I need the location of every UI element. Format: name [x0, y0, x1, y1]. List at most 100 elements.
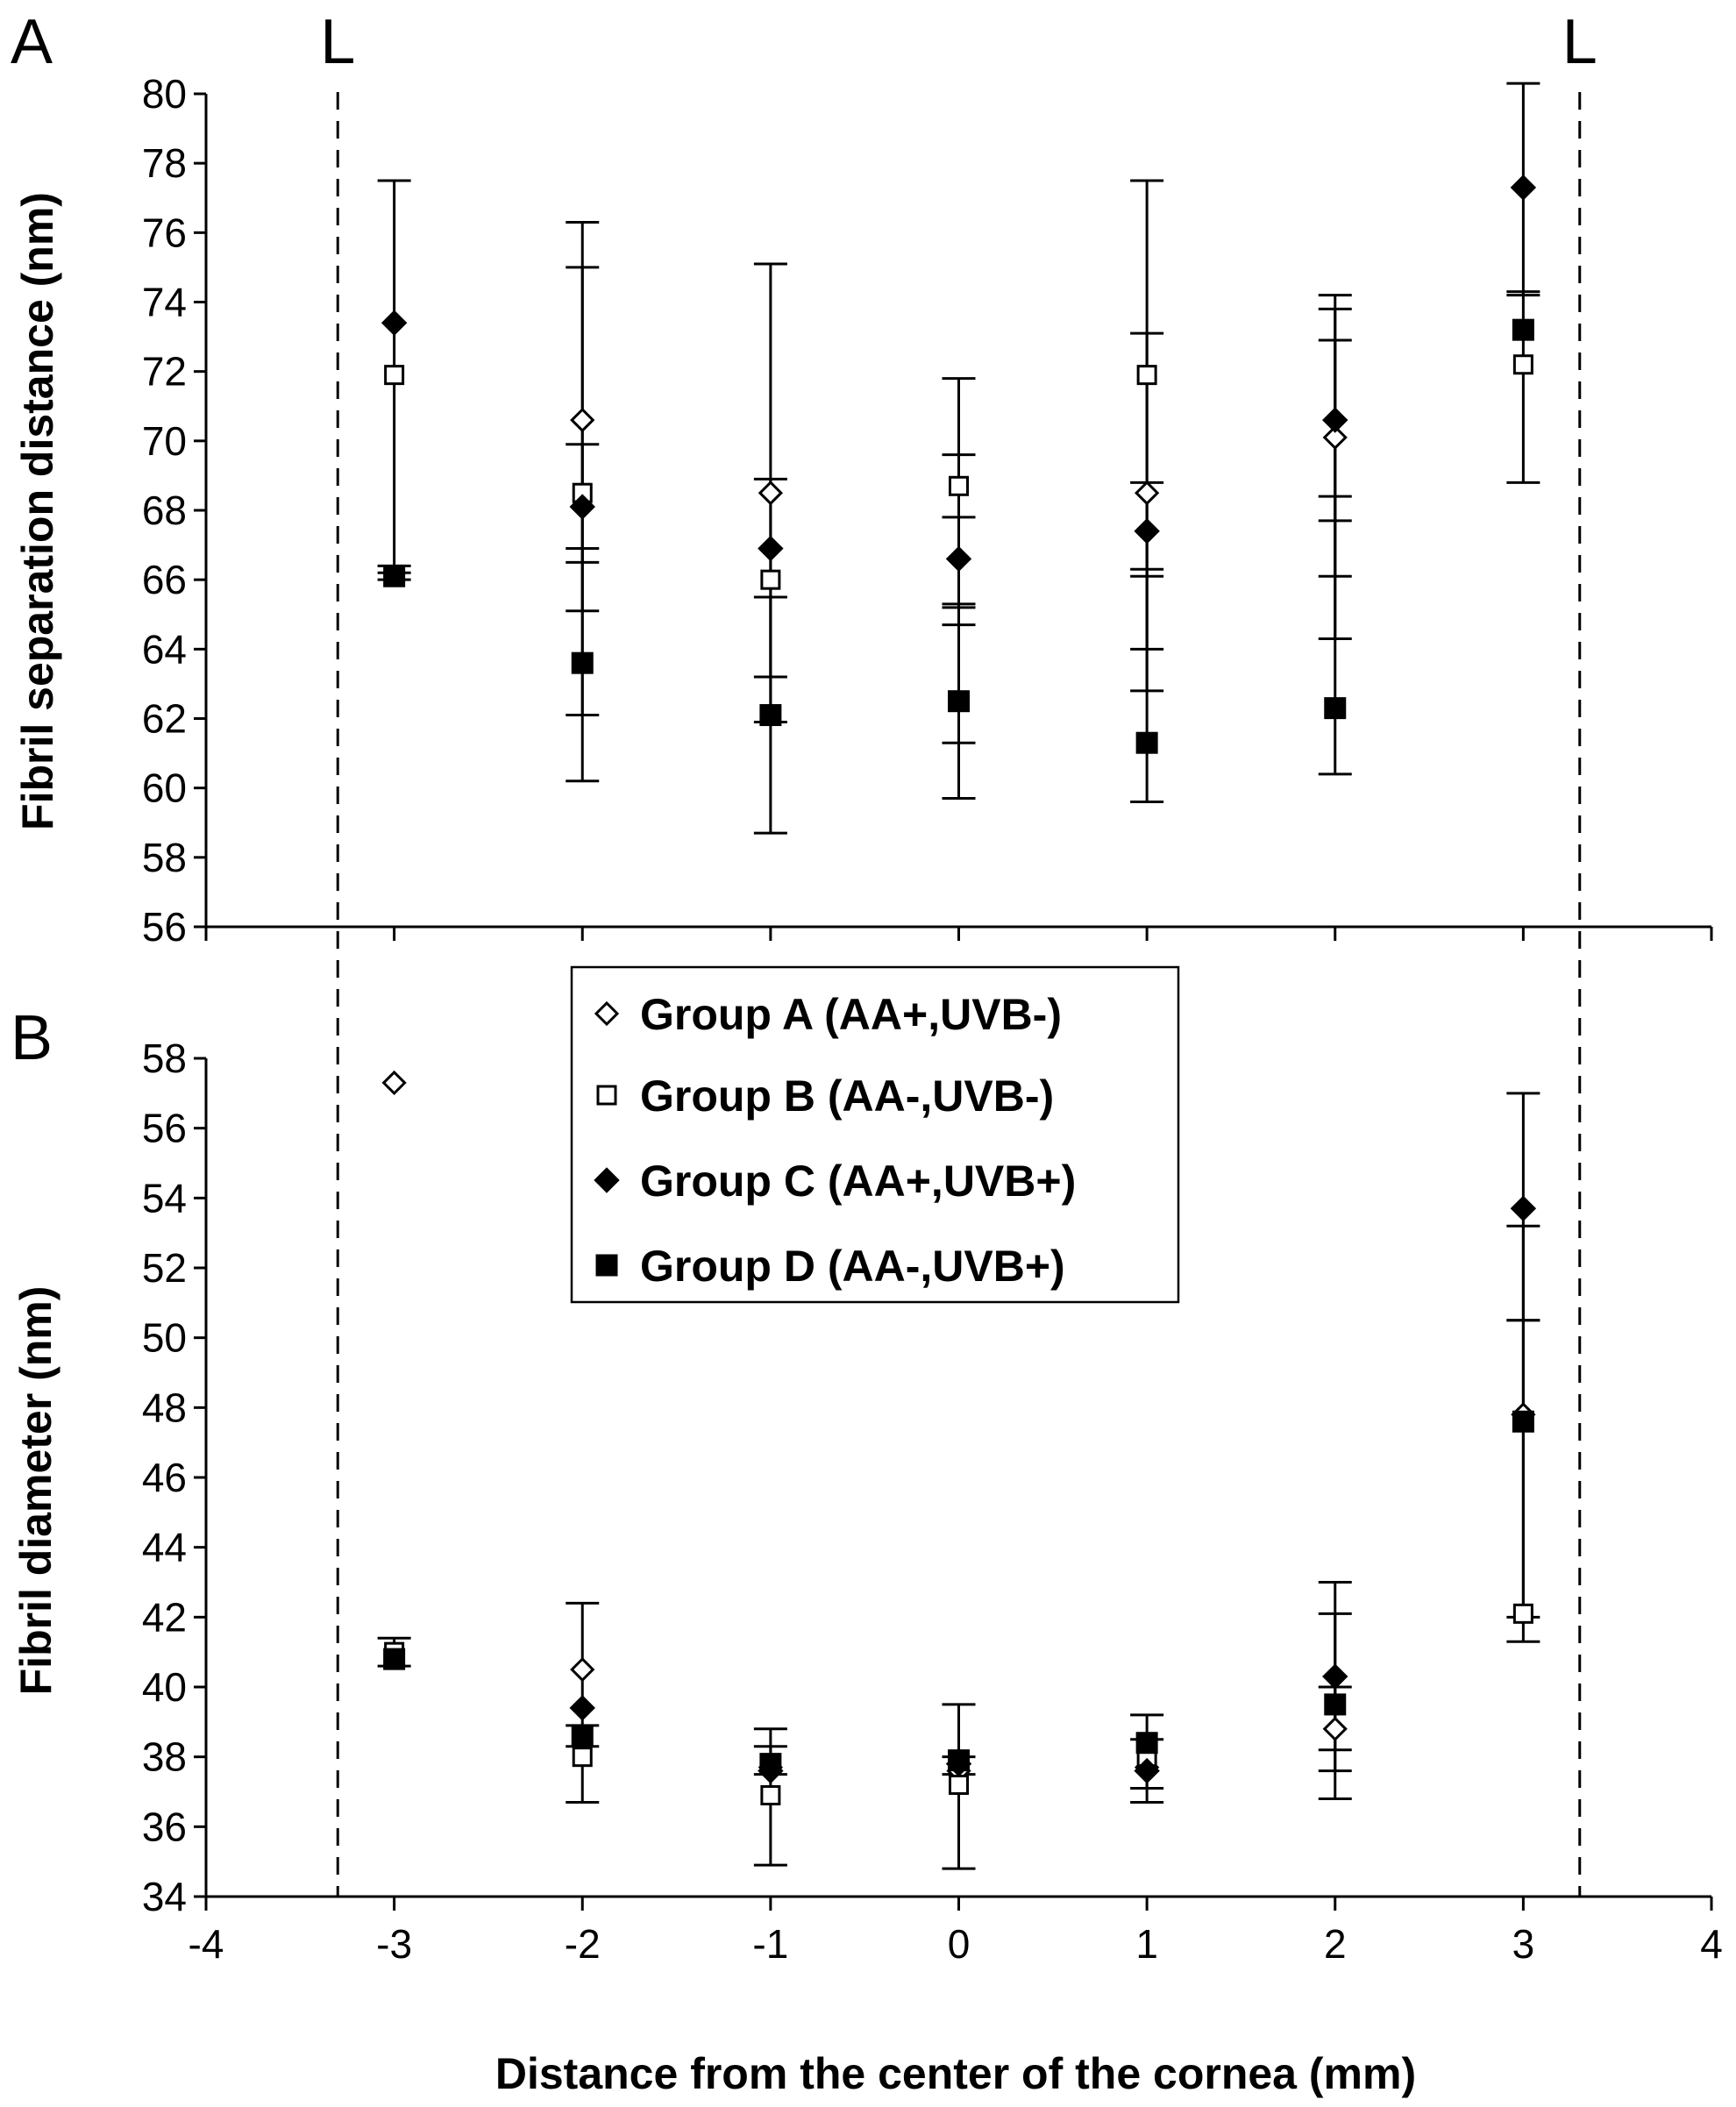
data-point-diamond-filled: [1510, 1195, 1537, 1221]
data-point-square-open: [384, 365, 405, 386]
x-tick-label: -2: [565, 1921, 601, 1967]
y-tick-label: 62: [142, 696, 187, 742]
y-tick-label: 72: [142, 349, 187, 395]
data-point-square-open: [760, 1784, 781, 1805]
panel-a-label: A: [11, 7, 53, 77]
data-point-square-filled: [948, 690, 970, 713]
y-tick-label: 80: [142, 71, 187, 117]
legend-item: Group D (AA-,UVB+): [595, 1242, 1065, 1291]
data-point-square-filled: [571, 1725, 594, 1748]
data-point-diamond-filled: [1134, 1757, 1160, 1784]
data-point-square-open: [1512, 354, 1533, 375]
legend: Group A (AA+,UVB-) Group B (AA-,UVB-) Grou…: [570, 965, 1180, 1304]
x-tick-label: -1: [752, 1921, 788, 1967]
y-tick-label: 78: [142, 140, 187, 186]
panel-a-markers: [381, 174, 1537, 754]
error-bar: [753, 595, 787, 679]
legend-marker-diamond-filled: [594, 1167, 620, 1193]
boundary-label: L: [1562, 7, 1597, 77]
x-axis-label: Distance from the center of the cornea (…: [495, 2049, 1416, 2098]
x-tick-label: 0: [948, 1921, 971, 1967]
y-tick-label: 42: [142, 1594, 187, 1640]
error-bar: [1318, 495, 1352, 523]
y-tick-label: 48: [142, 1384, 187, 1430]
legend-marker-square-open: [596, 1085, 617, 1106]
panel-a-error-bars: [377, 82, 1540, 835]
y-tick-label: 66: [142, 557, 187, 602]
y-tick-label: 54: [142, 1175, 187, 1221]
data-point-square-filled: [948, 1749, 970, 1772]
y-tick-label: 74: [142, 280, 187, 325]
y-tick-label: 50: [142, 1315, 187, 1361]
data-point-square-filled: [1324, 697, 1347, 720]
data-point-square-open: [760, 569, 781, 590]
legend-label: Group D (AA-,UVB+): [640, 1242, 1065, 1291]
y-tick-label: 52: [142, 1245, 187, 1291]
y-tick-label: 70: [142, 418, 187, 464]
x-tick-label: 1: [1135, 1921, 1158, 1967]
panel-a-chart: A 56 58 60 62 64 66 68 70 72 74 76 78 80 Fibril sepa…: [11, 7, 1713, 950]
error-bar: [566, 443, 600, 613]
data-point-square-open: [1512, 1603, 1533, 1624]
y-tick-label: 76: [142, 210, 187, 255]
y-tick-label: 44: [142, 1525, 187, 1570]
panel-b-x-ticks: -4 -3 -2 -1 0 1 2 3 4: [189, 1921, 1723, 1967]
data-point-diamond-open: [570, 407, 595, 433]
data-point-diamond-filled: [569, 494, 595, 520]
data-point-square-open: [949, 1775, 969, 1796]
legend-item: Group A (AA+,UVB-): [594, 990, 1062, 1039]
data-point-square-filled: [1512, 318, 1534, 341]
x-tick-label: -4: [189, 1921, 224, 1967]
y-tick-label: 64: [142, 626, 187, 672]
legend-marker-square-filled: [595, 1254, 618, 1277]
y-tick-label: 56: [142, 904, 187, 950]
data-point-diamond-open: [381, 1070, 407, 1096]
data-point-diamond-filled: [1134, 518, 1160, 545]
panel-b-label: B: [11, 1003, 53, 1073]
legend-label: Group B (AA-,UVB-): [640, 1071, 1054, 1121]
data-point-diamond-open: [1135, 480, 1160, 506]
y-tick-label: 36: [142, 1804, 187, 1849]
data-point-square-filled: [1135, 731, 1158, 754]
data-point-square-open: [572, 1747, 593, 1768]
data-point-square-filled: [759, 1753, 782, 1776]
y-tick-label: 34: [142, 1874, 187, 1919]
data-point-square-filled: [1135, 1732, 1158, 1755]
boundary-label: L: [320, 7, 355, 77]
y-tick-label: 46: [142, 1455, 187, 1500]
y-tick-label: 60: [142, 765, 187, 811]
data-point-diamond-open: [570, 1656, 595, 1683]
data-point-square-filled: [1324, 1693, 1347, 1716]
panel-a-y-axis-label: Fibril separation distance (nm): [13, 192, 62, 830]
data-point-diamond-filled: [1322, 407, 1348, 433]
error-bar: [1318, 338, 1352, 578]
error-bar: [1130, 480, 1164, 651]
y-tick-label: 40: [142, 1664, 187, 1710]
data-point-diamond-filled: [945, 545, 972, 573]
legend-items: Group A (AA+,UVB-) Group B (AA-,UVB-) Grou…: [594, 990, 1076, 1291]
panel-b-markers: [381, 1070, 1537, 1805]
data-point-square-open: [949, 475, 969, 496]
error-bar: [1130, 567, 1164, 578]
y-tick-label: 56: [142, 1106, 187, 1151]
data-point-diamond-open: [1322, 1716, 1348, 1741]
data-point-diamond-filled: [1322, 1663, 1348, 1690]
legend-box: [570, 965, 1180, 1304]
data-point-diamond-open: [1322, 424, 1348, 450]
x-tick-label: 2: [1324, 1921, 1347, 1967]
error-bar: [1506, 290, 1540, 297]
error-bar: [1506, 82, 1540, 484]
panel-b-y-ticks: 34 36 38 40 42 44 46 48 50 52 54 56 58: [142, 1036, 206, 1919]
data-point-square-filled: [759, 704, 782, 727]
data-point-square-open: [1136, 365, 1157, 386]
data-point-square-filled: [1512, 1410, 1534, 1433]
data-point-square-filled: [571, 651, 594, 674]
data-point-diamond-filled: [381, 310, 408, 336]
data-point-square-filled: [383, 1648, 406, 1670]
legend-marker-diamond-open: [594, 1000, 620, 1027]
error-bar: [566, 547, 600, 564]
data-point-diamond-filled: [758, 535, 784, 562]
